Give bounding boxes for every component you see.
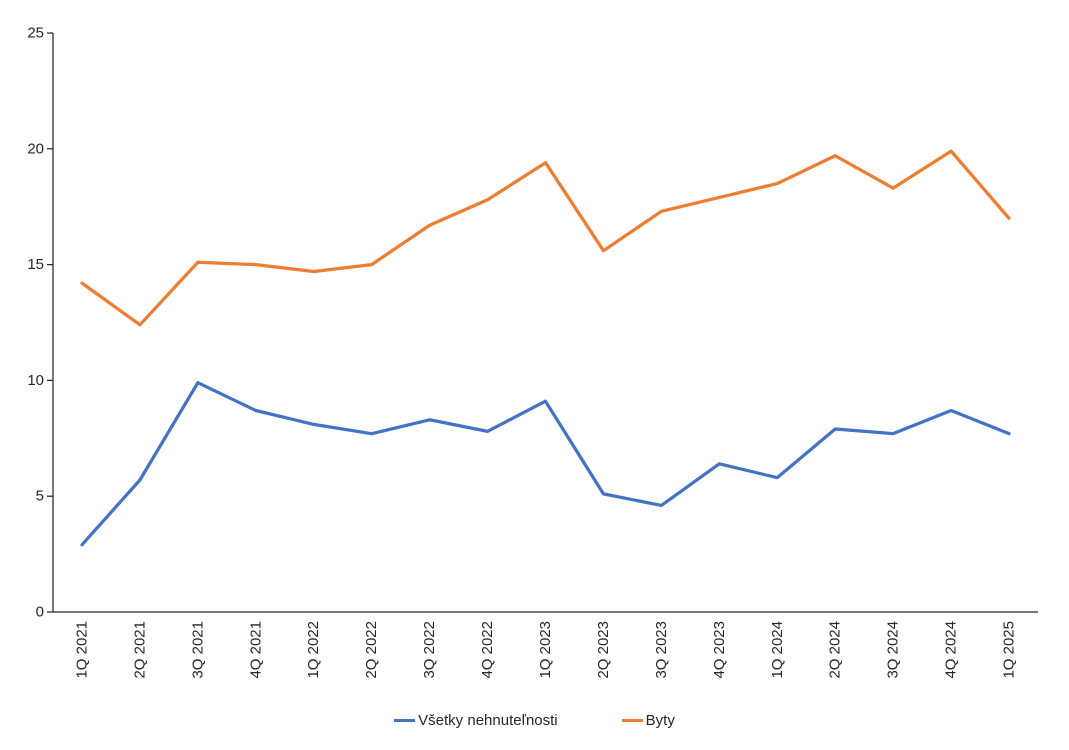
x-tick-label: 3Q 2022 — [421, 621, 438, 679]
x-tick-label: 4Q 2023 — [711, 621, 728, 679]
legend-label-byty: Byty — [645, 712, 675, 729]
legend-item-byty: Byty — [621, 712, 675, 729]
x-tick-label: 2Q 2024 — [827, 621, 844, 679]
x-tick-label: 2Q 2022 — [363, 621, 380, 679]
x-tick-label: 4Q 2024 — [943, 621, 960, 679]
x-tick-label: 1Q 2022 — [305, 621, 322, 679]
legend: Všetky nehnuteľnosti Byty — [0, 712, 1069, 729]
y-tick-label: 0 — [36, 604, 44, 621]
x-tick-label: 1Q 2021 — [73, 621, 90, 679]
y-tick-label: 10 — [27, 372, 44, 389]
series-line-byty — [80, 149, 1011, 327]
y-tick-label: 25 — [27, 25, 44, 42]
x-tick-label: 3Q 2021 — [189, 621, 206, 679]
y-tick-label: 5 — [36, 488, 44, 505]
x-tick-label: 4Q 2021 — [247, 621, 264, 679]
legend-line-marker-blue — [394, 718, 416, 723]
x-tick-label: 2Q 2021 — [131, 621, 148, 679]
x-tick-label: 3Q 2023 — [653, 621, 670, 679]
x-tick-label: 3Q 2024 — [885, 621, 902, 679]
legend-line-marker-orange — [621, 718, 643, 723]
y-tick-label: 15 — [27, 256, 44, 273]
x-tick-label: 2Q 2023 — [595, 621, 612, 679]
x-tick-label: 4Q 2022 — [479, 621, 496, 679]
x-tick-label: 1Q 2024 — [769, 621, 786, 679]
series-line-vsetky-nehnutelnosti — [80, 381, 1011, 547]
y-tick-label: 20 — [27, 140, 44, 157]
x-tick-label: 1Q 2023 — [537, 621, 554, 679]
legend-label-vsetky-nehnutelnosti: Všetky nehnuteľnosti — [418, 712, 558, 729]
x-tick-label: 1Q 2025 — [1001, 621, 1018, 679]
legend-item-vsetky-nehnutelnosti: Všetky nehnuteľnosti — [394, 712, 558, 729]
